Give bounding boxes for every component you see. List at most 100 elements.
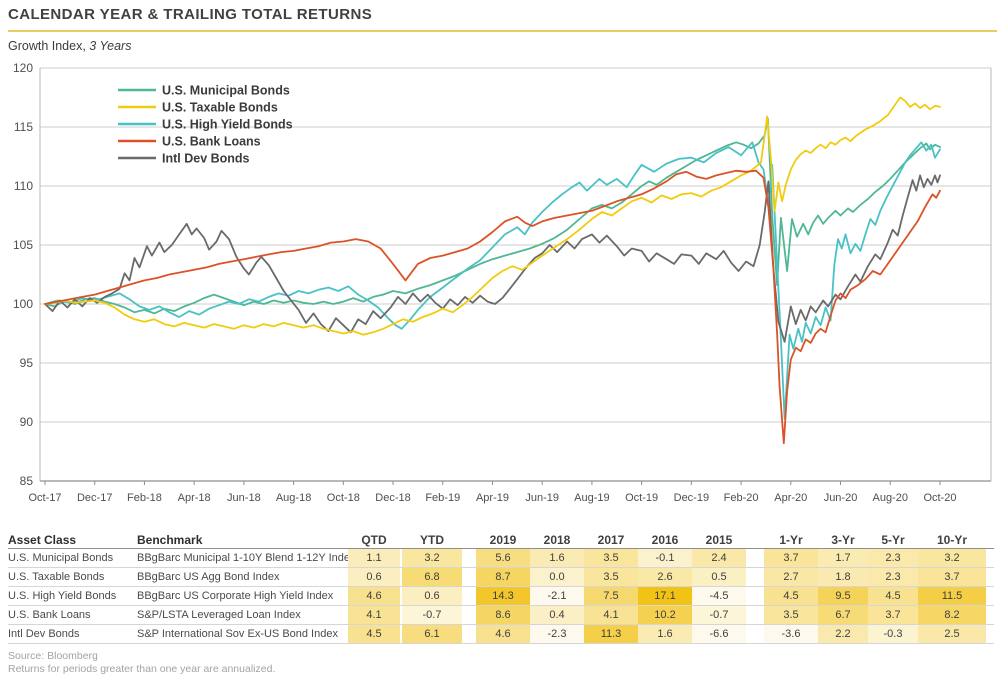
return-value-cell: 3.7 xyxy=(918,568,986,586)
benchmark-cell: S&P International Sov Ex-US Bond Index xyxy=(137,628,338,640)
return-value-cell: 4.5 xyxy=(868,587,918,605)
return-value-cell: 8.6 xyxy=(476,606,530,624)
return-value-cell: 2.5 xyxy=(918,625,986,643)
column-header-2015: 2015 xyxy=(705,532,733,547)
legend-item-taxable: U.S. Taxable Bonds xyxy=(118,101,278,115)
benchmark-cell: BBgBarc US Corporate High Yield Index xyxy=(137,590,334,602)
return-value-cell: 2.3 xyxy=(868,549,918,567)
return-value-cell: -3.6 xyxy=(764,625,818,643)
return-value-cell: 0.4 xyxy=(530,606,584,624)
legend-item-bank_loans: U.S. Bank Loans xyxy=(118,135,261,149)
table-row: U.S. Taxable Bonds BBgBarc US Agg Bond In… xyxy=(8,568,994,587)
column-header-2016: 2016 xyxy=(651,532,679,547)
return-value-cell: 2.4 xyxy=(692,549,746,567)
return-value-cell: 9.5 xyxy=(818,587,868,605)
return-value-cell: 3.2 xyxy=(918,549,986,567)
return-value-cell: 3.5 xyxy=(584,549,638,567)
y-axis-label-105: 105 xyxy=(13,238,33,252)
y-axis-label-95: 95 xyxy=(20,356,34,370)
y-axis-label-115: 115 xyxy=(14,120,33,134)
return-value-cell: -0.7 xyxy=(402,606,462,624)
y-axis-label-90: 90 xyxy=(20,415,34,429)
x-axis-label-Dec-18: Dec-18 xyxy=(375,492,410,504)
return-value-cell: 1.1 xyxy=(348,549,400,567)
column-header-qtd: QTD xyxy=(361,532,387,547)
return-value-cell: 10.2 xyxy=(638,606,692,624)
asset-class-cell: U.S. High Yield Bonds xyxy=(8,590,117,602)
legend-label-high_yield: U.S. High Yield Bonds xyxy=(162,118,293,132)
return-value-cell: 17.1 xyxy=(638,587,692,605)
column-header-3-yr: 3-Yr xyxy=(831,532,855,547)
legend-item-high_yield: U.S. High Yield Bonds xyxy=(118,118,293,132)
x-axis-label-Feb-20: Feb-20 xyxy=(724,492,759,504)
return-value-cell: 8.2 xyxy=(918,606,986,624)
series-line-high_yield xyxy=(44,141,941,420)
footer-notes: Source: Bloomberg Returns for periods gr… xyxy=(8,650,275,676)
source-note: Source: Bloomberg xyxy=(8,650,98,662)
return-value-cell: 4.1 xyxy=(348,606,400,624)
chart-canvas: 85 90 95 100 105 110 115 120 Oct-17 Dec-17 Feb-18 A… xyxy=(13,61,992,504)
return-value-cell: -2.3 xyxy=(530,625,584,643)
table-row: U.S. Bank Loans S&P/LSTA Leveraged Loan I… xyxy=(8,606,994,625)
return-value-cell: 2.2 xyxy=(818,625,868,643)
x-axis-label-Jun-18: Jun-18 xyxy=(227,492,261,504)
return-value-cell: 3.5 xyxy=(764,606,818,624)
asset-class-cell: U.S. Taxable Bonds xyxy=(8,571,105,583)
return-value-cell: 0.0 xyxy=(530,568,584,586)
return-value-cell: 2.7 xyxy=(764,568,818,586)
chart-subtitle: Growth Index, 3 Years xyxy=(8,39,131,53)
return-value-cell: 6.8 xyxy=(402,568,462,586)
return-value-cell: -0.7 xyxy=(692,606,746,624)
asset-class-cell: U.S. Bank Loans xyxy=(8,609,91,621)
return-value-cell: 3.7 xyxy=(868,606,918,624)
x-axis-label-Aug-19: Aug-19 xyxy=(574,492,609,504)
y-axis-label-110: 110 xyxy=(14,179,33,193)
column-header-asset-class: Asset Class xyxy=(8,532,77,547)
column-header-1-yr: 1-Yr xyxy=(779,532,803,547)
table-header-row: Asset Class Benchmark QTD YTD 2019 2018 2017 20… xyxy=(8,531,994,549)
benchmark-cell: BBgBarc Municipal 1-10Y Blend 1-12Y Inde… xyxy=(137,552,348,564)
column-header-benchmark: Benchmark xyxy=(137,532,203,547)
page-title: CALENDAR YEAR & TRAILING TOTAL RETURNS xyxy=(8,6,997,32)
return-value-cell: -0.1 xyxy=(638,549,692,567)
x-axis-label-Dec-17: Dec-17 xyxy=(77,492,112,504)
legend-label-bank_loans: U.S. Bank Loans xyxy=(162,135,261,149)
x-axis-label-Oct-20: Oct-20 xyxy=(923,492,956,504)
x-axis-label-Aug-20: Aug-20 xyxy=(872,492,907,504)
column-header-10-yr: 10-Yr xyxy=(936,532,968,547)
asset-class-cell: U.S. Municipal Bonds xyxy=(8,552,114,564)
return-value-cell: 3.7 xyxy=(764,549,818,567)
subtitle-period: 3 Years xyxy=(89,39,132,53)
return-value-cell: 7.5 xyxy=(584,587,638,605)
return-value-cell: 1.7 xyxy=(818,549,868,567)
series-line-intl_dev xyxy=(44,174,941,343)
legend-label-intl_dev: Intl Dev Bonds xyxy=(162,152,250,166)
series-line-municipal xyxy=(44,117,941,315)
legend-label-municipal: U.S. Municipal Bonds xyxy=(162,84,290,98)
return-value-cell: 0.6 xyxy=(348,568,400,586)
y-axis-label-85: 85 xyxy=(20,474,34,488)
return-value-cell: -0.3 xyxy=(868,625,918,643)
subtitle-prefix: Growth Index, xyxy=(8,39,90,53)
return-value-cell: 0.5 xyxy=(692,568,746,586)
return-value-cell: 3.5 xyxy=(584,568,638,586)
legend-label-taxable: U.S. Taxable Bonds xyxy=(162,101,278,115)
return-value-cell: 4.5 xyxy=(764,587,818,605)
legend-item-municipal: U.S. Municipal Bonds xyxy=(118,84,290,98)
x-axis-label-Oct-19: Oct-19 xyxy=(625,492,658,504)
table-row: Intl Dev Bonds S&P International Sov Ex-U… xyxy=(8,625,994,644)
series-line-bank_loans xyxy=(44,169,941,445)
column-header-ytd: YTD xyxy=(420,532,444,547)
benchmark-cell: BBgBarc US Agg Bond Index xyxy=(137,571,280,583)
x-axis-label-Apr-19: Apr-19 xyxy=(476,492,509,504)
return-value-cell: 11.5 xyxy=(918,587,986,605)
return-value-cell: 4.6 xyxy=(348,587,400,605)
return-value-cell: 8.7 xyxy=(476,568,530,586)
return-value-cell: 6.7 xyxy=(818,606,868,624)
column-header-2018: 2018 xyxy=(543,532,571,547)
return-value-cell: 1.6 xyxy=(638,625,692,643)
return-value-cell: 3.2 xyxy=(402,549,462,567)
return-value-cell: -2.1 xyxy=(530,587,584,605)
return-value-cell: 1.6 xyxy=(530,549,584,567)
column-header-2017: 2017 xyxy=(597,532,625,547)
